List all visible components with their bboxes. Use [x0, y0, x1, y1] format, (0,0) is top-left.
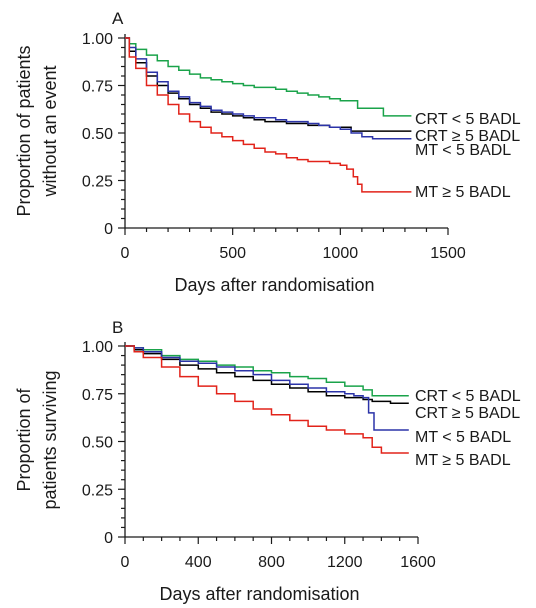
- x-tick-label: 0: [121, 554, 130, 571]
- series-line-2: [125, 37, 412, 140]
- y-tick-label: 0.25: [82, 482, 113, 499]
- series-label: MT ≥ 5 BADL: [415, 452, 511, 469]
- series-label: CRT < 5 BADL: [415, 388, 521, 405]
- y-tick-label: 0.50: [82, 435, 113, 452]
- x-axis-label: Days after randomisation: [159, 584, 359, 604]
- y-tick-label: 0.25: [82, 174, 113, 191]
- y-tick-label: 0.50: [82, 126, 113, 143]
- x-tick-label: 1600: [400, 554, 436, 571]
- series-label: CRT < 5 BADL: [415, 111, 521, 128]
- y-axis-label-line-1: Proportion of: [14, 387, 34, 491]
- y-tick-label: 0: [104, 530, 113, 547]
- y-tick-label: 1.00: [82, 31, 113, 48]
- x-tick-label: 1000: [323, 245, 359, 262]
- series-line-3: [125, 345, 409, 454]
- x-tick-label: 0: [121, 245, 130, 262]
- series-label: MT ≥ 5 BADL: [415, 184, 511, 201]
- x-axis-label: Days after randomisation: [174, 275, 374, 295]
- y-axis-label-line-2: patients surviving: [40, 370, 60, 509]
- series-line-0: [125, 345, 409, 397]
- chart-panel-b: B 0 0.25 0.50 0.75 1.00 0 400 800 1200 1600 Days af…: [14, 318, 521, 604]
- y-tick-label: 0.75: [82, 79, 113, 96]
- series-label: CRT ≥ 5 BADL: [415, 405, 520, 422]
- x-tick-label: 800: [258, 554, 285, 571]
- series-label: CRT ≥ 5 BADL: [415, 128, 520, 145]
- x-tick-label: 1200: [327, 554, 363, 571]
- x-tick-label: 500: [219, 245, 246, 262]
- y-axis-label-line-1: Proportion of patients: [14, 45, 34, 216]
- panel-letter: B: [112, 318, 123, 337]
- series-line-0: [125, 37, 412, 117]
- series-label: MT < 5 BADL: [415, 429, 511, 446]
- series-label: MT < 5 BADL: [415, 142, 511, 159]
- x-tick-label: 1500: [430, 245, 466, 262]
- chart-panel-a: A 0 0.25 0.50 0.75 1.00 0 500 1000 1500 Days after…: [14, 9, 521, 295]
- y-tick-label: 1.00: [82, 339, 113, 356]
- y-axis-label-line-2: without an event: [40, 65, 60, 197]
- x-tick-label: 400: [185, 554, 212, 571]
- y-tick-label: 0: [104, 221, 113, 238]
- y-tick-label: 0.75: [82, 387, 113, 404]
- series-line-3: [125, 37, 412, 193]
- panel-letter: A: [112, 9, 124, 28]
- series-line-2: [125, 345, 409, 431]
